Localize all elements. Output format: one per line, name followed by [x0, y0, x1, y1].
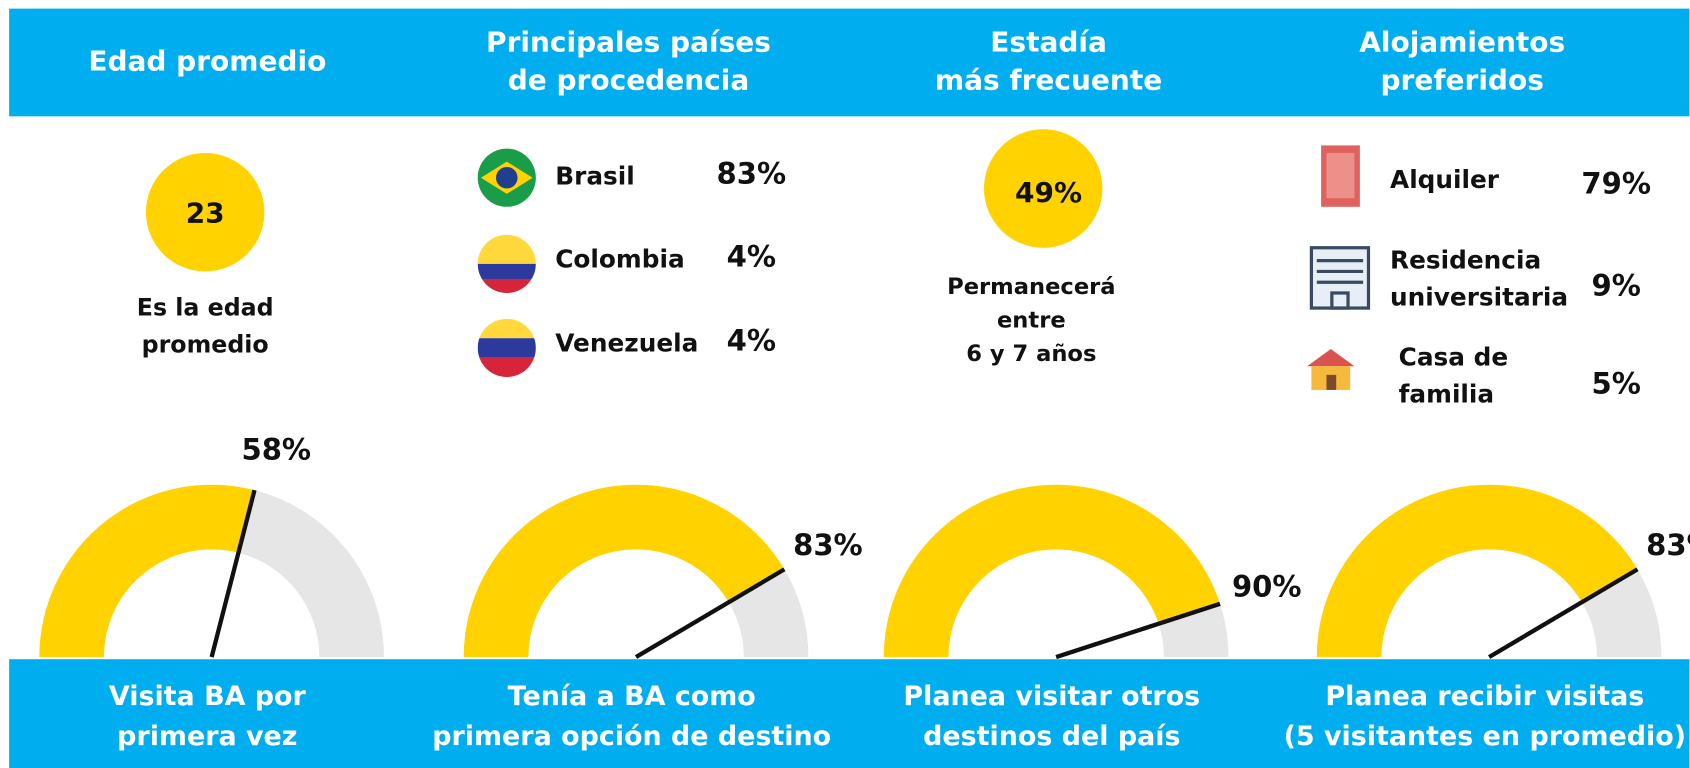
gauge-caption: Planea recibir visitas	[1325, 681, 1644, 712]
lodging-name: universitaria	[1390, 282, 1568, 311]
gauge-fill	[39, 484, 255, 658]
header-title: de procedencia	[508, 63, 750, 96]
flag-venezuela	[477, 318, 536, 377]
flag-brasil	[477, 148, 536, 207]
stay-value: 49%	[1015, 176, 1082, 209]
header-title: preferidos	[1381, 63, 1544, 96]
header-title: Estadía	[990, 26, 1107, 59]
gauge-fill	[463, 484, 785, 658]
header-title: más frecuente	[935, 63, 1162, 96]
gauge-label: 83%	[793, 528, 863, 562]
lodging-name: Alquiler	[1390, 165, 1500, 194]
lodging-percent: 9%	[1592, 269, 1641, 303]
gauge-caption: (5 visitantes en promedio)	[1284, 721, 1686, 752]
age-caption: promedio	[142, 330, 269, 358]
stay-circle	[983, 129, 1103, 248]
gauge-needle	[1488, 567, 1639, 659]
header-title: Principales países	[486, 26, 771, 59]
footer-band	[9, 659, 1690, 768]
gauge-caption: destinos del país	[923, 721, 1180, 752]
gauge-fill	[883, 484, 1221, 658]
lodging-name: Casa de	[1399, 343, 1509, 372]
gauge-needle	[1055, 601, 1221, 660]
header-band	[9, 8, 1690, 117]
country-percent: 4%	[727, 240, 776, 274]
icon-house	[1307, 348, 1355, 390]
lodging-name: Residencia	[1390, 246, 1541, 275]
gauge-caption: Visita BA por	[109, 681, 307, 712]
gauge-caption: Tenía a BA como	[508, 681, 756, 712]
age-circle	[145, 152, 265, 272]
gauge-label: 90%	[1232, 570, 1302, 604]
gauge-needle	[634, 567, 786, 659]
lodging-percent: 5%	[1592, 367, 1641, 401]
country-name: Venezuela	[555, 329, 698, 358]
gauge-track	[238, 490, 384, 658]
icon-apartment	[1321, 145, 1360, 207]
country-name: Colombia	[555, 245, 684, 274]
gauge-caption: Planea visitar otros	[903, 681, 1200, 712]
gauge-label: 83%	[1646, 528, 1690, 562]
lodging-percent: 79%	[1581, 166, 1651, 200]
country-name: Brasil	[555, 162, 635, 191]
lodging-name: familia	[1399, 379, 1494, 408]
gauge-track	[1158, 603, 1229, 658]
age-caption: Es la edad	[137, 294, 274, 322]
gauge-caption: primera vez	[117, 721, 297, 752]
gauge-needle	[209, 489, 257, 658]
flag-colombia	[477, 234, 536, 293]
stay-caption: entre	[997, 307, 1066, 333]
header-title: Edad promedio	[88, 44, 326, 77]
header-title: Alojamientos	[1359, 26, 1565, 59]
stay-caption: Permanecerá	[947, 274, 1115, 300]
country-percent: 4%	[727, 324, 776, 358]
country-percent: 83%	[716, 157, 786, 191]
gauge-label: 58%	[241, 432, 311, 466]
gauge-caption: primera opción de destino	[432, 721, 831, 752]
stay-caption: 6 y 7 años	[966, 341, 1096, 367]
icon-residence	[1309, 246, 1371, 310]
age-value: 23	[186, 196, 225, 229]
gauge-fill	[1316, 484, 1638, 658]
